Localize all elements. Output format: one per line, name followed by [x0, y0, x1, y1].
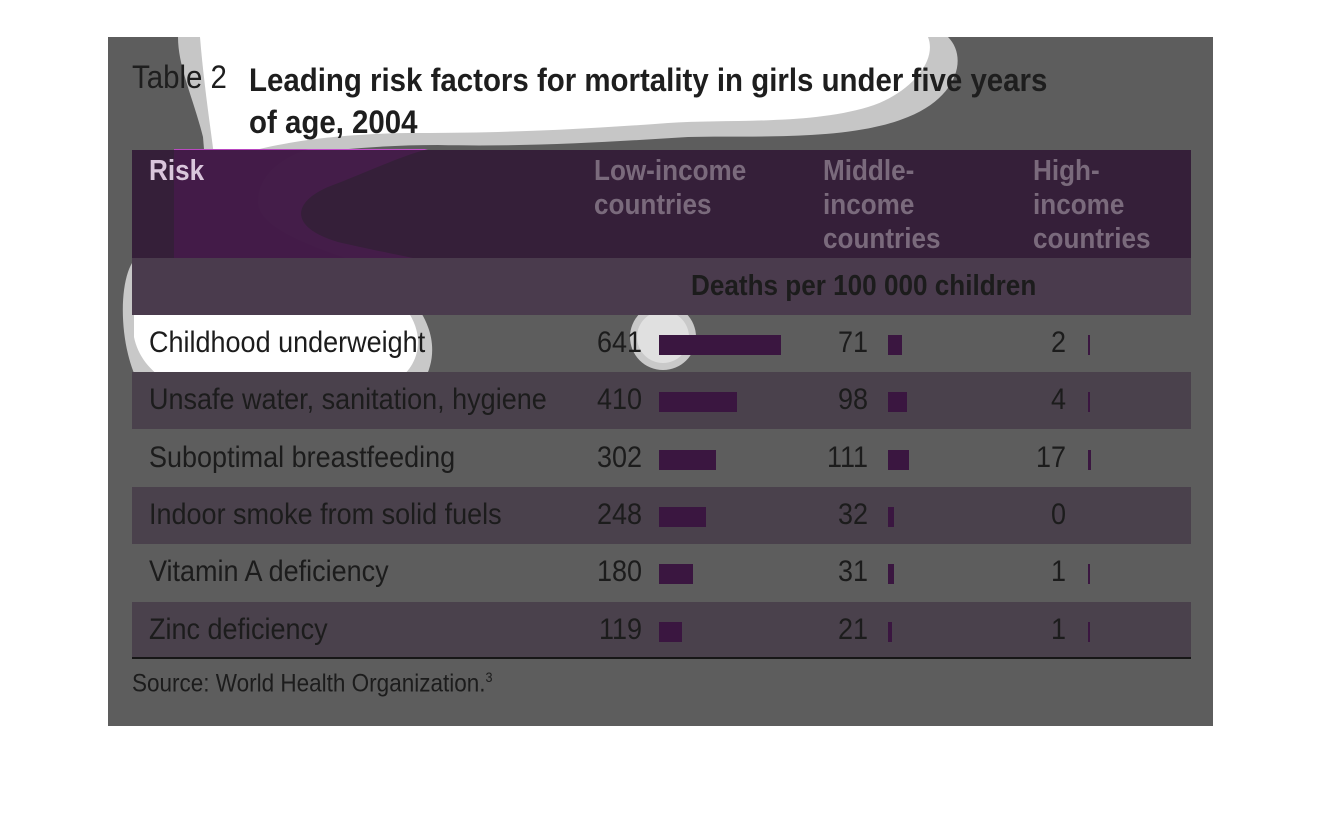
high-income-value: 1 — [1050, 612, 1066, 646]
low-income-bar — [659, 621, 682, 642]
header-high-income: High-income countries — [1033, 155, 1151, 255]
unit-label: Deaths per 100 000 children — [691, 270, 1037, 302]
source-text: Source: World Health Organization. — [132, 669, 486, 698]
high-income-value: 0 — [1050, 497, 1066, 531]
risk-label: Indoor smoke from solid fuels — [149, 497, 502, 531]
low-income-value: 641 — [596, 326, 642, 359]
risk-label: Zinc deficiency — [149, 612, 328, 646]
high-income-bar — [1088, 392, 1090, 413]
middle-income-value: 31 — [837, 555, 868, 589]
low-income-value: 302 — [596, 440, 642, 474]
low-income-value: 180 — [596, 555, 642, 589]
middle-income-bar — [888, 621, 892, 642]
table-bottom-rule — [132, 657, 1191, 659]
table-row: Suboptimal breastfeeding 302 111 17 — [132, 430, 1191, 487]
high-income-value: 2 — [1050, 326, 1066, 359]
low-income-value: 410 — [596, 383, 642, 417]
low-income-value: 248 — [596, 497, 642, 531]
middle-income-bar — [888, 564, 894, 585]
middle-income-value: 21 — [837, 612, 868, 646]
high-income-bar — [1088, 564, 1090, 585]
source-ref: 3 — [485, 669, 493, 685]
table-row: Zinc deficiency 119 21 1 — [132, 601, 1191, 659]
low-income-bar — [659, 506, 707, 527]
high-income-bar — [1088, 449, 1092, 470]
table-panel: Table 2 Leading risk factors for mortali… — [108, 37, 1213, 726]
high-income-value: 17 — [1035, 440, 1066, 474]
table-row: Vitamin A deficiency 180 31 1 — [132, 544, 1191, 601]
table-number: Table 2 — [132, 59, 227, 95]
low-income-value: 119 — [598, 612, 642, 646]
risk-label: Suboptimal breastfeeding — [149, 440, 456, 474]
middle-income-value: 71 — [837, 326, 868, 359]
header-risk: Risk — [149, 155, 205, 187]
high-income-value: 4 — [1050, 383, 1066, 417]
low-income-bar — [659, 392, 738, 413]
high-income-value: 1 — [1050, 555, 1066, 589]
middle-income-value: 111 — [826, 440, 868, 474]
header-low-income: Low-income countries — [594, 155, 747, 221]
table-header: Risk Low-income countries Middle-income … — [132, 150, 1191, 258]
risk-label: Vitamin A deficiency — [149, 555, 389, 589]
low-income-bar — [659, 564, 694, 585]
table-row: Childhood underweight 641 71 2 — [132, 315, 1191, 372]
table-row: Unsafe water, sanitation, hygiene 410 98 4 — [132, 372, 1191, 430]
risk-label: Unsafe water, sanitation, hygiene — [149, 383, 547, 417]
table-title-text: Leading risk factors for mortality in gi… — [249, 62, 1048, 140]
source-note: Source: World Health Organization.3 — [132, 669, 493, 698]
middle-income-bar — [888, 506, 895, 527]
table-row: Indoor smoke from solid fuels 248 32 0 — [132, 486, 1191, 544]
middle-income-bar — [888, 392, 907, 413]
low-income-bar — [659, 335, 781, 355]
header-middle-income: Middle-income countries — [823, 155, 941, 255]
high-income-bar — [1088, 621, 1090, 642]
middle-income-value: 32 — [837, 497, 868, 531]
low-income-bar — [659, 449, 717, 470]
middle-income-bar — [888, 335, 902, 355]
unit-row: Deaths per 100 000 children — [132, 258, 1191, 315]
middle-income-value: 98 — [837, 383, 868, 417]
middle-income-bar — [888, 449, 910, 470]
high-income-bar — [1088, 335, 1090, 355]
risk-label: Childhood underweight — [149, 326, 426, 359]
